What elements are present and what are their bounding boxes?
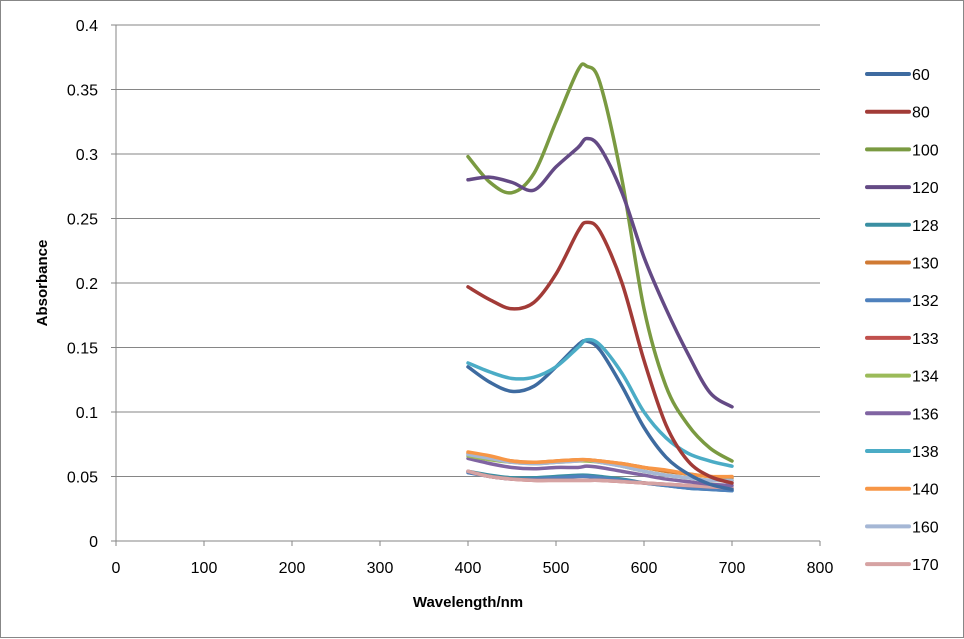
y-tick-label: 0 [89, 534, 98, 551]
legend-label: 80 [912, 105, 930, 122]
x-tick-label: 600 [631, 560, 658, 577]
legend-label: 138 [912, 444, 939, 461]
series-line-170 [466, 469, 734, 490]
x-tick-label: 700 [719, 560, 746, 577]
legend-label: 130 [912, 256, 939, 273]
x-tick-label: 300 [367, 560, 394, 577]
legend-label: 100 [912, 142, 939, 159]
x-tick-label: 200 [279, 560, 306, 577]
y-tick-label: 0.3 [76, 147, 98, 164]
legend-label: 132 [912, 293, 939, 310]
y-tick-label: 0.1 [76, 405, 98, 422]
legend-label: 133 [912, 331, 939, 348]
legend-label: 170 [912, 557, 939, 574]
series-line-136 [466, 456, 734, 488]
y-tick-label: 0.05 [67, 470, 98, 487]
y-tick-label: 0.2 [76, 276, 98, 293]
legend-label: 128 [912, 218, 939, 235]
y-tick-label: 0.15 [67, 341, 98, 358]
legend-label: 140 [912, 482, 939, 499]
y-tick-label: 0.4 [76, 18, 98, 35]
x-tick-label: 800 [807, 560, 834, 577]
legend-label: 60 [912, 67, 930, 84]
series-line-120 [466, 136, 734, 409]
y-tick-label: 0.25 [67, 212, 98, 229]
x-tick-label: 400 [455, 560, 482, 577]
series-line-138 [466, 337, 734, 468]
y-tick-label: 0.35 [67, 83, 98, 100]
series-line-60 [466, 338, 734, 492]
series-line-100 [466, 62, 734, 463]
legend-label: 136 [912, 406, 939, 423]
x-tick-label: 100 [191, 560, 218, 577]
legend-label: 134 [912, 369, 939, 386]
x-axis-title: Wavelength/nm [413, 594, 523, 611]
y-axis-title: Absorbance [34, 240, 51, 327]
legend-label: 120 [912, 180, 939, 197]
legend-label: 160 [912, 519, 939, 536]
series-line-80 [466, 220, 734, 485]
x-tick-label: 500 [543, 560, 570, 577]
x-tick-label: 0 [112, 560, 121, 577]
